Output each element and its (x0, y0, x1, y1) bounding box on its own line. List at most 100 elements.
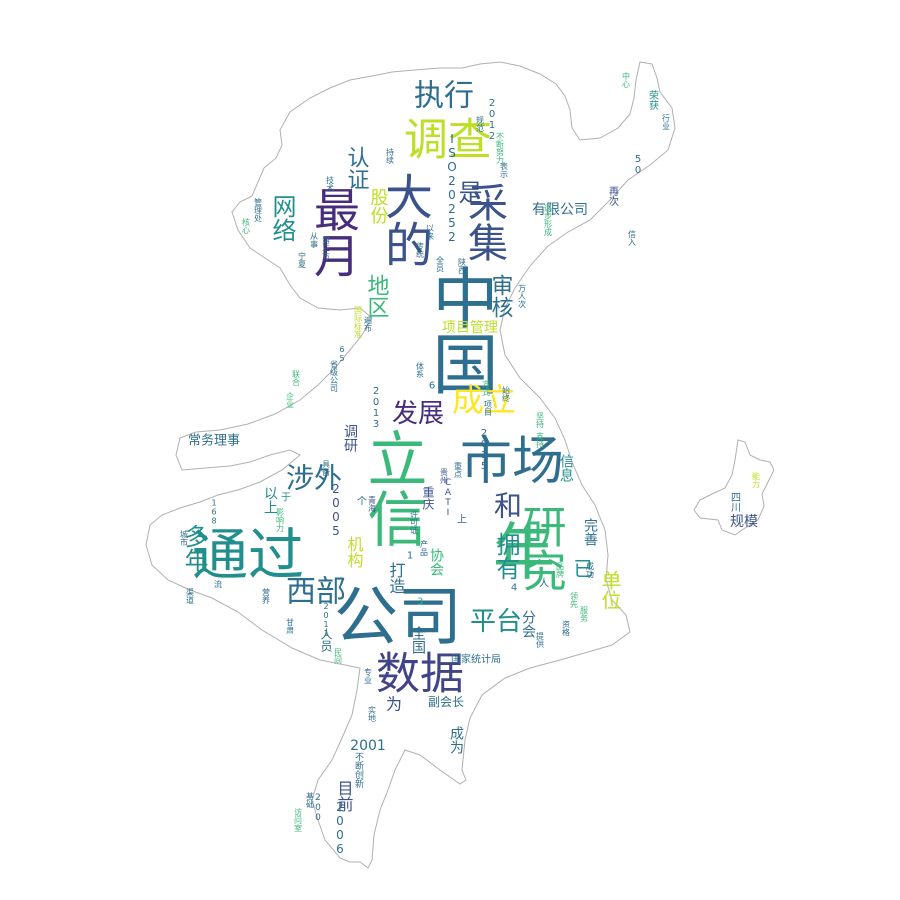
word-45: 副会长 (428, 695, 464, 709)
word-55: 50 (633, 154, 644, 176)
word-13: 成立 (452, 381, 516, 419)
word-43: 2001 (350, 738, 386, 754)
word-0: 中国 (422, 264, 499, 396)
word-117: 成功 (586, 561, 595, 579)
word-67: 第三方 (322, 235, 331, 261)
word-1: 公司 (334, 581, 462, 655)
word-44: 为 (386, 695, 402, 714)
word-14: 发展 (392, 399, 444, 429)
word-10: 最月 (307, 186, 361, 278)
word-48: 2006 (333, 800, 347, 856)
word-120: 3 (417, 597, 423, 608)
word-126: 上 (457, 514, 467, 526)
word-15: 西部 (286, 575, 346, 610)
word-72: 技术 (326, 175, 335, 193)
word-88: 营养 (262, 587, 271, 605)
word-108: 规范 (476, 115, 485, 133)
word-60: 2011 (322, 602, 331, 638)
word-115: 资格 (562, 619, 571, 637)
word-99: 具备 (322, 460, 331, 477)
word-54: 行业 (662, 113, 671, 130)
word-16: 涉外 (286, 462, 342, 495)
word-68: 传统 (416, 241, 425, 259)
word-42: 2005 (329, 482, 343, 538)
word-125: 人 (539, 578, 549, 590)
word-6: 大的 (376, 172, 432, 268)
word-20: 和 (494, 490, 522, 523)
word-37: 打造 (387, 562, 406, 594)
word-62: 国家统计局 (451, 653, 501, 666)
word-101: 168 (210, 499, 219, 526)
word-87: 渠道 (186, 587, 195, 605)
word-65: CATI (443, 478, 453, 518)
word-105: 方式 (482, 379, 491, 396)
word-106: 不断努力 (496, 132, 505, 165)
word-119: 中心 (622, 71, 631, 88)
word-7: 调查 (404, 115, 492, 166)
word-23: 是 (454, 180, 482, 204)
word-36: 调研 (342, 424, 358, 452)
silhouette-fragment (693, 439, 775, 536)
word-76: 遍布 (364, 315, 373, 333)
word-122: 6 (429, 381, 435, 392)
word-74: 逐步形成 (544, 204, 553, 237)
word-124: 个 (357, 496, 367, 508)
word-118: 信入 (628, 229, 637, 246)
word-24: 地区 (364, 274, 390, 318)
word-57: 2015 (479, 428, 490, 472)
word-107: 表示 (500, 161, 509, 178)
word-34: 以上 (262, 486, 278, 514)
word-41: 人员 (319, 628, 333, 653)
word-71: 从事 (310, 232, 319, 248)
word-17: 多年 (180, 524, 208, 572)
word-56: 再次 (607, 186, 619, 207)
word-110: 以来 (426, 224, 435, 241)
word-27: 有限公司 (532, 202, 588, 218)
word-9: 数据 (376, 649, 464, 700)
word-2: 通过 (192, 524, 304, 589)
word-50: 规模 (730, 514, 758, 530)
word-93: 基础 (306, 791, 315, 809)
word-123: 1 (407, 551, 413, 562)
word-86: 一流 (214, 572, 223, 589)
word-111: 陕西 (458, 257, 467, 275)
word-66: 宁夏 (298, 251, 307, 268)
word-102: 重点 (454, 461, 463, 479)
word-82: 企业 (286, 391, 295, 408)
word-98: 青海 (368, 495, 377, 513)
silhouette-outline (145, 61, 676, 869)
word-114: 品牌 (556, 562, 565, 579)
word-12: 执行 (414, 79, 474, 114)
word-78: 国际标准 (354, 306, 363, 339)
word-46: 成为 (448, 726, 464, 755)
word-21: 网络 (268, 194, 296, 242)
word-116: 服务 (580, 606, 589, 623)
word-19: 拥有 (492, 532, 520, 580)
word-69: 管理处 (254, 197, 263, 223)
word-4: 立信 (357, 428, 427, 548)
word-30: 已 (570, 558, 594, 578)
word-104: 提供 (536, 631, 545, 649)
word-5: 市场 (460, 432, 564, 492)
word-33: ISO20252 (445, 132, 459, 244)
word-96: 许可证 (410, 509, 419, 534)
word-90: 专业 (364, 667, 373, 684)
word-94: 甘肃 (286, 617, 295, 635)
word-52: 能力 (752, 471, 761, 489)
word-29: 单位 (598, 570, 622, 610)
word-85: 城市 (180, 530, 189, 547)
word-81: 联合 (292, 370, 301, 387)
word-80: 省级公司 (330, 359, 339, 392)
word-22: 认证 (344, 146, 369, 190)
word-11: 采集 (461, 182, 507, 262)
word-77: 体系 (416, 361, 425, 378)
word-32: 信息 (558, 454, 574, 482)
word-3: 年 (493, 516, 555, 589)
word-40: 全国 (410, 625, 426, 654)
word-59: 2012 (487, 98, 498, 142)
word-38: 协会 (428, 548, 444, 576)
word-70: 核心 (242, 217, 251, 234)
